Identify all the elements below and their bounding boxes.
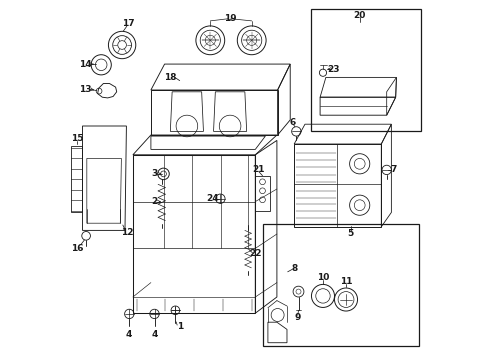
Text: 7: 7 (390, 166, 396, 175)
Text: 12: 12 (121, 228, 134, 237)
Text: 9: 9 (294, 313, 300, 322)
Text: 16: 16 (71, 244, 83, 253)
Text: 10: 10 (316, 274, 328, 282)
Text: 18: 18 (163, 73, 176, 82)
Text: 4: 4 (125, 330, 131, 338)
Bar (262, 224, 418, 346)
Text: 19: 19 (224, 14, 237, 23)
Text: 20: 20 (353, 11, 365, 20)
Text: 4: 4 (152, 330, 158, 338)
Text: 23: 23 (327, 65, 339, 74)
Text: 5: 5 (347, 229, 353, 238)
Text: 22: 22 (248, 249, 261, 258)
Text: 15: 15 (71, 134, 83, 143)
Text: 11: 11 (339, 277, 351, 286)
Text: 13: 13 (79, 85, 91, 94)
Bar (71, 146, 81, 212)
Text: 2: 2 (151, 197, 157, 206)
Bar (310, 9, 420, 131)
Text: 6: 6 (289, 118, 295, 127)
Text: 14: 14 (79, 60, 91, 69)
Text: 21: 21 (252, 165, 264, 174)
Text: 3: 3 (151, 170, 157, 179)
Text: 8: 8 (291, 264, 297, 273)
Text: 24: 24 (206, 194, 219, 203)
Text: 1: 1 (176, 323, 183, 331)
Text: 17: 17 (122, 18, 135, 28)
